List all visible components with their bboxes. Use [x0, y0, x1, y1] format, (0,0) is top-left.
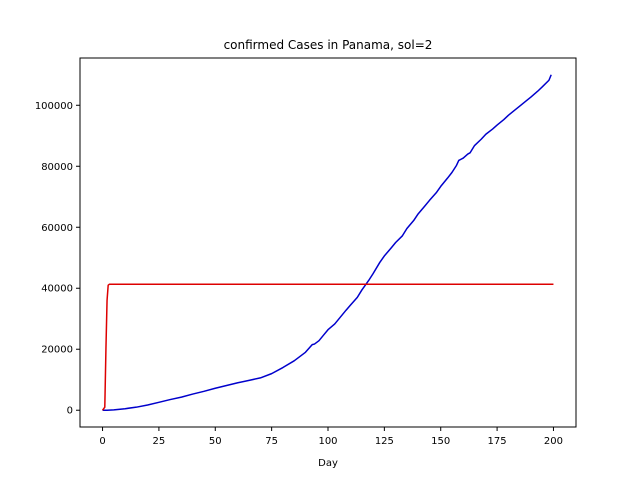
x-tick-label: 50 — [209, 436, 222, 447]
plot-background — [80, 58, 576, 427]
x-axis: 0 25 50 75 100 125 150 175 200 — [99, 427, 563, 447]
x-tick-label: 25 — [153, 436, 166, 447]
y-tick-label: 80000 — [41, 162, 73, 173]
x-tick-label: 175 — [488, 436, 507, 447]
y-tick-label: 0 — [67, 406, 73, 417]
x-tick-label: 0 — [99, 436, 105, 447]
series-line-1 — [101, 283, 554, 411]
y-tick-label: 40000 — [41, 284, 73, 295]
y-tick-label: 20000 — [41, 345, 73, 356]
series-line-0 — [102, 74, 552, 411]
y-tick-label: 60000 — [41, 223, 73, 234]
x-tick-label: 75 — [265, 436, 278, 447]
chart-title: confirmed Cases in Panama, sol=2 — [224, 38, 433, 52]
y-axis: 0 20000 40000 60000 80000 100000 — [35, 101, 80, 417]
x-tick-label: 100 — [318, 436, 337, 447]
x-tick-label: 200 — [544, 436, 563, 447]
x-axis-label: Day — [318, 458, 338, 469]
plot-frame — [79, 57, 577, 428]
x-tick-label: 125 — [375, 436, 394, 447]
x-tick-label: 150 — [431, 436, 450, 447]
series-layer — [101, 74, 554, 411]
y-tick-label: 100000 — [35, 101, 73, 112]
